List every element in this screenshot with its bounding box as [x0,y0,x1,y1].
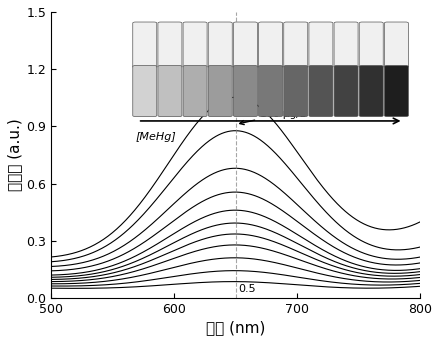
Text: 100 μg/L: 100 μg/L [239,109,305,124]
Y-axis label: 吸光度 (a.u.): 吸光度 (a.u.) [7,119,22,192]
Text: 0.5: 0.5 [237,284,255,294]
Text: [MeHg]: [MeHg] [135,132,176,142]
X-axis label: 波长 (nm): 波长 (nm) [205,320,265,335]
